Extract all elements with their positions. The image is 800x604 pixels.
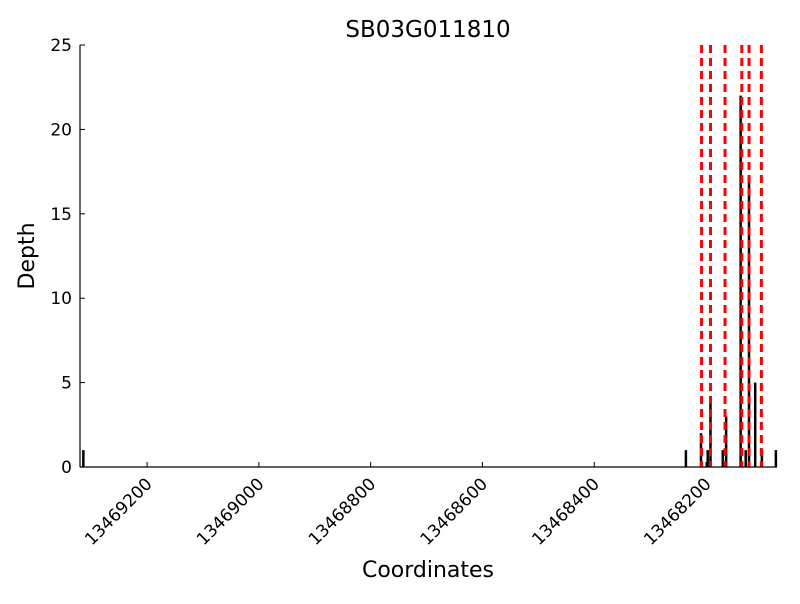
x-tick-label: 13469200 [81, 474, 156, 549]
x-tick-label: 13468400 [528, 474, 603, 549]
chart-title: SB03G011810 [345, 17, 510, 43]
y-tick-label: 25 [50, 36, 72, 56]
y-tick-label: 0 [61, 458, 72, 478]
y-tick-label: 10 [50, 289, 72, 309]
x-axis-label: Coordinates [362, 558, 494, 583]
x-tick-label: 13468600 [417, 474, 492, 549]
x-tick-label: 13469000 [193, 474, 268, 549]
y-axis-label: Depth [15, 222, 40, 289]
y-tick-label: 15 [50, 205, 72, 225]
y-tick-label: 20 [50, 120, 72, 140]
x-tick-label: 13468200 [640, 474, 715, 549]
y-tick-label: 5 [61, 374, 72, 394]
x-tick-label: 13468800 [305, 474, 380, 549]
